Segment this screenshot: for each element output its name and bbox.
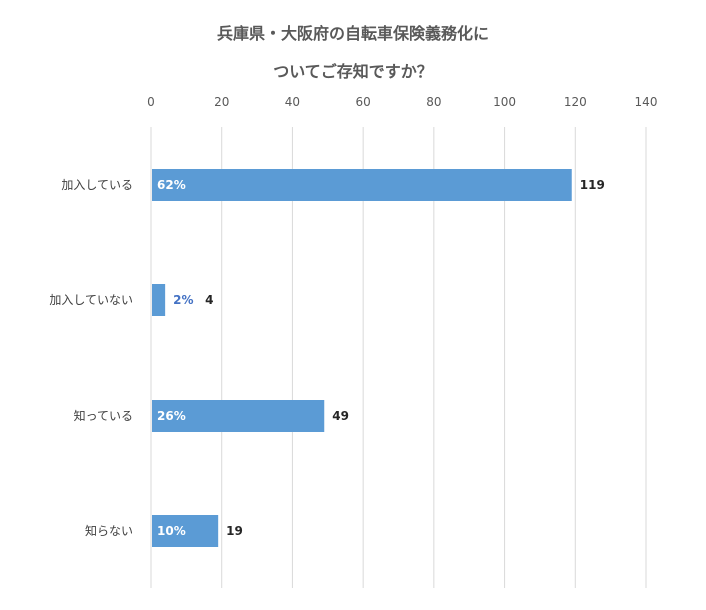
x-tick-label: 20 xyxy=(214,95,229,109)
x-tick-label: 140 xyxy=(635,95,658,109)
value-label: 19 xyxy=(226,524,243,538)
value-label: 4 xyxy=(205,293,213,307)
percent-label: 2% xyxy=(173,293,193,307)
percent-label: 10% xyxy=(157,524,186,538)
value-label: 119 xyxy=(580,178,605,192)
x-tick-label: 120 xyxy=(564,95,587,109)
chart-title-line-2: ついてご存知ですか？ xyxy=(273,62,433,81)
x-tick-label: 100 xyxy=(493,95,516,109)
category-label: 知らない xyxy=(85,524,133,538)
category-label: 加入していない xyxy=(49,293,133,307)
percent-label: 62% xyxy=(157,178,186,192)
x-tick-label: 0 xyxy=(147,95,155,109)
chart-title-line-1: 兵庫県・大阪府の自転車保険義務化に xyxy=(216,24,489,43)
value-label: 49 xyxy=(332,409,349,423)
bar xyxy=(152,515,219,547)
category-label: 加入している xyxy=(61,178,133,192)
bar xyxy=(152,169,572,201)
percent-label: 26% xyxy=(157,409,186,423)
x-tick-label: 40 xyxy=(285,95,300,109)
x-tick-label: 80 xyxy=(426,95,441,109)
bar xyxy=(152,400,325,432)
x-tick-label: 60 xyxy=(356,95,371,109)
category-label: 知っている xyxy=(74,409,133,423)
bar xyxy=(152,284,166,316)
